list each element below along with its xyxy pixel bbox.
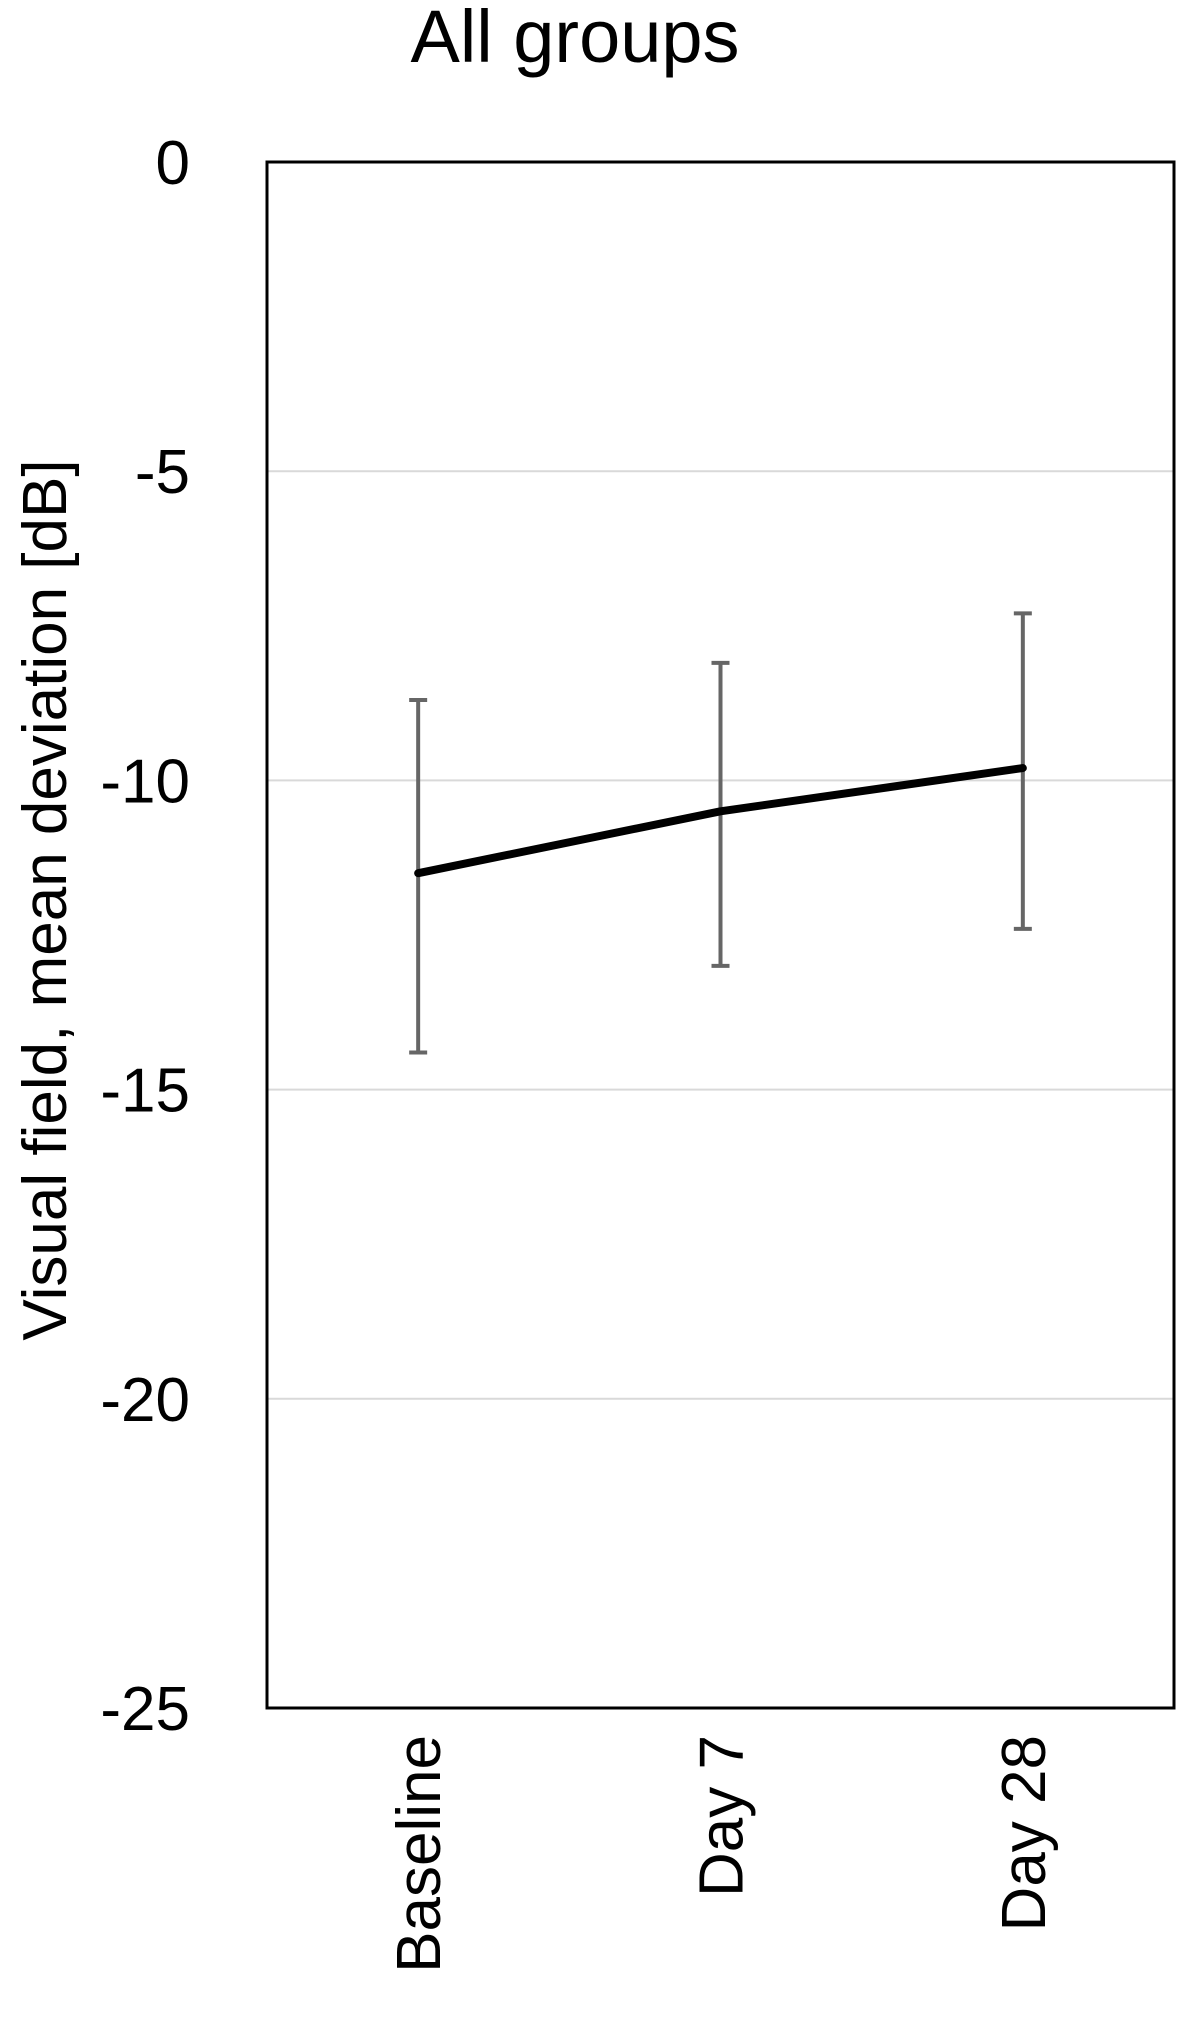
y-tick-label: -10 bbox=[100, 747, 190, 816]
x-tick-label: Baseline bbox=[385, 1735, 454, 1973]
series-line-group bbox=[414, 764, 1027, 878]
plot-frame bbox=[265, 160, 1176, 1710]
chart-title: All groups bbox=[410, 0, 739, 78]
error-bars bbox=[409, 611, 1032, 1055]
x-tick-label: Day 7 bbox=[688, 1735, 757, 1897]
y-tick-label: 0 bbox=[156, 129, 190, 198]
y-tick-label: -20 bbox=[100, 1366, 190, 1435]
y-tick-label: -25 bbox=[100, 1675, 190, 1744]
y-tick-label: -5 bbox=[135, 438, 190, 507]
x-tick-labels: Baseline Day 7 Day 28 bbox=[385, 1735, 1059, 1973]
y-tick-labels: 0 -5 -10 -15 -20 -25 bbox=[100, 129, 190, 1744]
x-tick-label: Day 28 bbox=[990, 1735, 1059, 1931]
y-axis-label: Visual field, mean deviation [dB] bbox=[11, 459, 80, 1340]
y-tick-label: -15 bbox=[100, 1057, 190, 1126]
series-line bbox=[414, 764, 1027, 878]
